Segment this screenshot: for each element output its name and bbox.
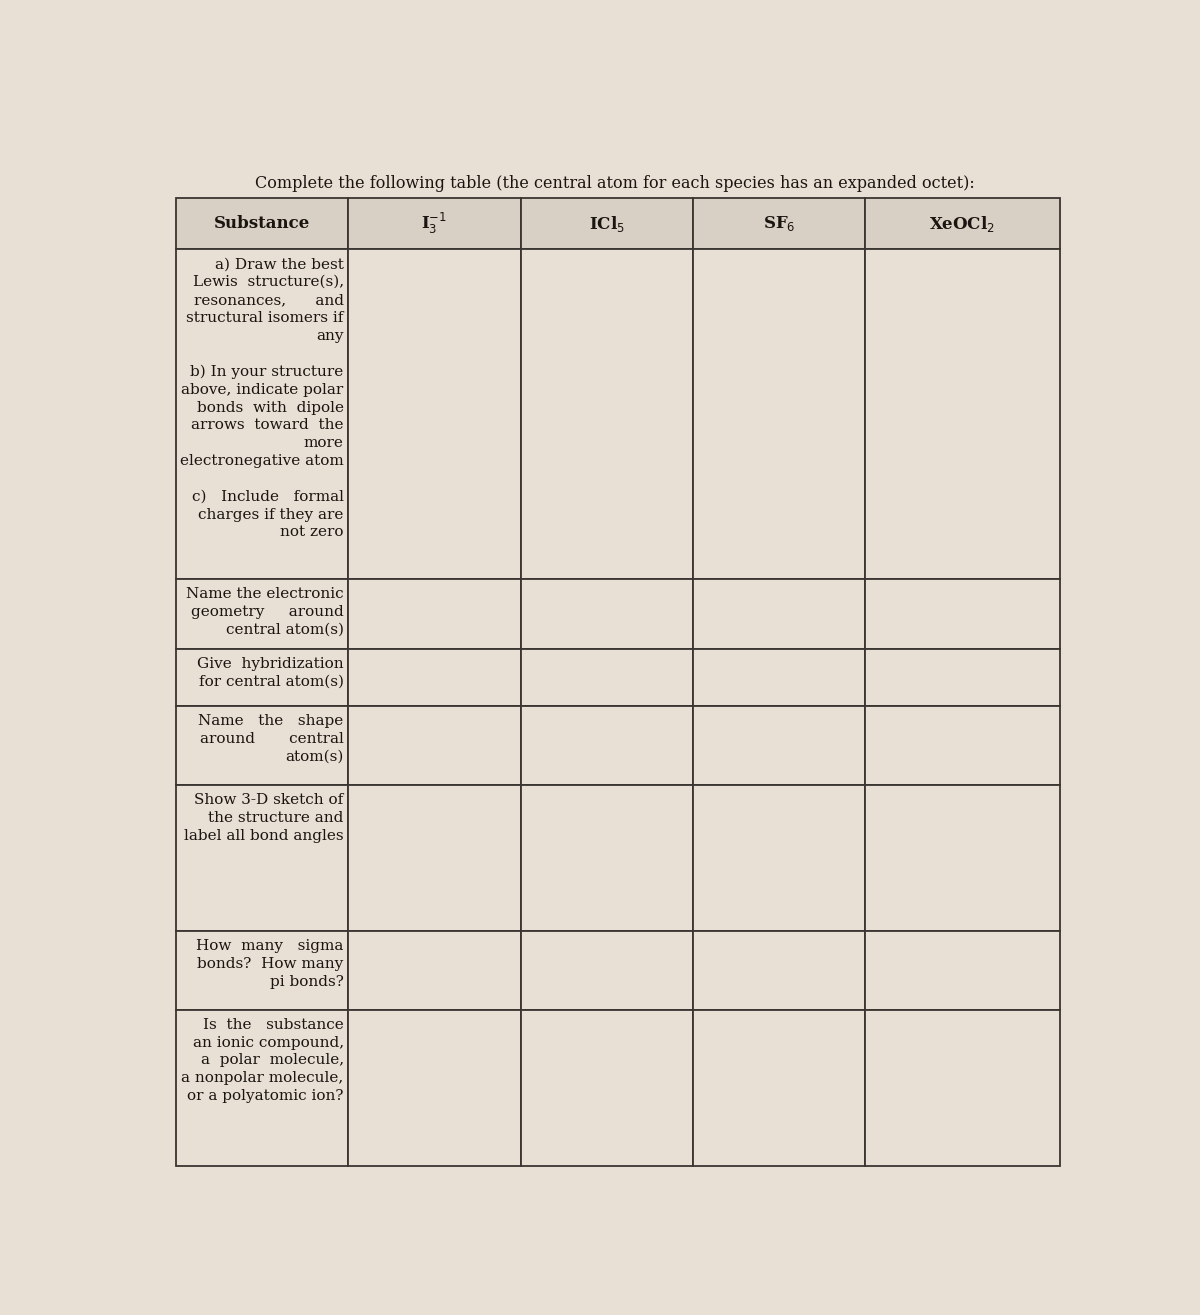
- Bar: [348, 1010, 521, 1166]
- Bar: [692, 706, 865, 785]
- Bar: [521, 199, 692, 249]
- Text: Give  hybridization
for central atom(s): Give hybridization for central atom(s): [197, 658, 343, 689]
- Text: Name   the   shape
around       central
atom(s): Name the shape around central atom(s): [198, 714, 343, 764]
- Text: Complete the following table (the central atom for each species has an expanded : Complete the following table (the centra…: [256, 175, 974, 192]
- Text: Show 3-D sketch of
the structure and
label all bond angles: Show 3-D sketch of the structure and lab…: [184, 793, 343, 843]
- Bar: [865, 785, 1060, 931]
- Bar: [865, 199, 1060, 249]
- Bar: [521, 931, 692, 1010]
- Bar: [521, 1010, 692, 1166]
- Bar: [348, 706, 521, 785]
- Bar: [865, 249, 1060, 579]
- Bar: [692, 579, 865, 648]
- Text: Name the electronic
geometry     around
central atom(s): Name the electronic geometry around cent…: [186, 586, 343, 636]
- Bar: [348, 785, 521, 931]
- Text: Substance: Substance: [214, 216, 311, 233]
- Bar: [521, 249, 692, 579]
- Bar: [865, 1010, 1060, 1166]
- Bar: [521, 785, 692, 931]
- Bar: [692, 785, 865, 931]
- Bar: [521, 706, 692, 785]
- Bar: [521, 648, 692, 706]
- Text: ICl$_5$: ICl$_5$: [589, 214, 625, 234]
- Bar: [865, 706, 1060, 785]
- Bar: [176, 648, 348, 706]
- Text: XeOCl$_2$: XeOCl$_2$: [929, 214, 995, 234]
- Bar: [692, 1010, 865, 1166]
- Bar: [176, 199, 348, 249]
- Bar: [348, 931, 521, 1010]
- Text: SF$_6$: SF$_6$: [763, 214, 796, 233]
- Bar: [865, 579, 1060, 648]
- Bar: [348, 249, 521, 579]
- Bar: [692, 199, 865, 249]
- Text: Is  the   substance
an ionic compound,
a  polar  molecule,
a nonpolar molecule,
: Is the substance an ionic compound, a po…: [181, 1018, 343, 1103]
- Bar: [348, 579, 521, 648]
- Bar: [692, 249, 865, 579]
- Text: How  many   sigma
bonds?  How many
pi bonds?: How many sigma bonds? How many pi bonds?: [197, 939, 343, 989]
- Bar: [692, 931, 865, 1010]
- Text: a) Draw the best
Lewis  structure(s),
resonances,      and
structural isomers if: a) Draw the best Lewis structure(s), res…: [180, 258, 343, 539]
- Bar: [176, 1010, 348, 1166]
- Text: I$_3^{-1}$: I$_3^{-1}$: [421, 212, 448, 237]
- Bar: [865, 931, 1060, 1010]
- Bar: [348, 199, 521, 249]
- Bar: [176, 785, 348, 931]
- Bar: [692, 648, 865, 706]
- Bar: [865, 648, 1060, 706]
- Bar: [521, 579, 692, 648]
- Bar: [176, 579, 348, 648]
- Bar: [176, 931, 348, 1010]
- Bar: [348, 648, 521, 706]
- Bar: [176, 706, 348, 785]
- Bar: [176, 249, 348, 579]
